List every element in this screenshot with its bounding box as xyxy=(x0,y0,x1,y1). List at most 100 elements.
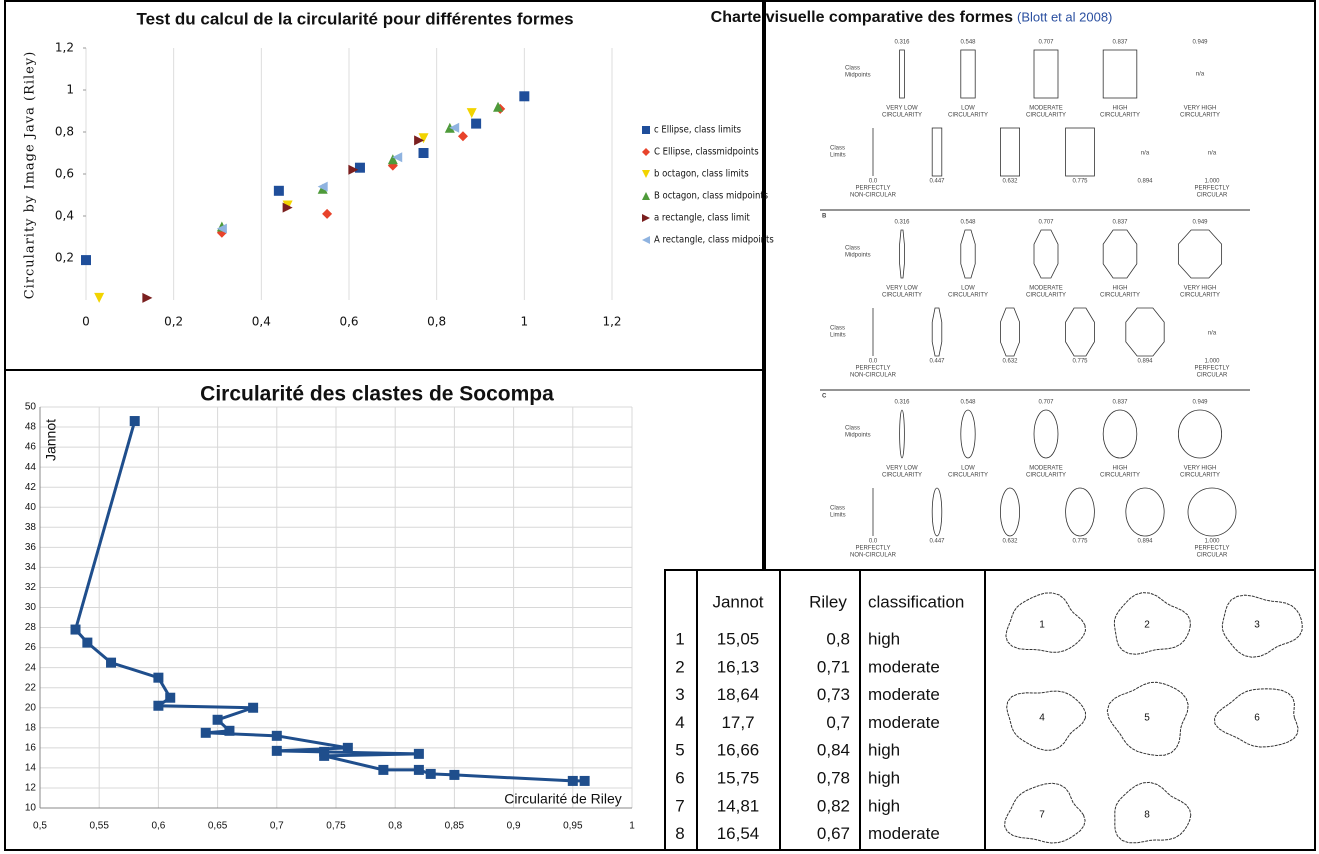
row-label: Class xyxy=(830,326,845,332)
table-cell: 6 xyxy=(675,768,684,787)
y-tick-label: 28 xyxy=(25,622,37,633)
table-cell: 16,54 xyxy=(717,824,760,843)
clast-outline xyxy=(1114,781,1192,844)
class-label: LOW xyxy=(961,106,975,112)
shape xyxy=(1000,127,1020,177)
y-tick-label: 18 xyxy=(25,722,37,733)
shape xyxy=(1065,127,1095,177)
marker xyxy=(449,769,460,780)
class-label: VERY LOW xyxy=(886,106,918,112)
table-cell: 0,82 xyxy=(817,796,850,815)
marker xyxy=(282,202,293,213)
marker xyxy=(248,702,259,713)
value-label: 0.949 xyxy=(1192,40,1208,46)
shape xyxy=(1177,229,1223,279)
clast-label: 7 xyxy=(1039,810,1045,821)
marker xyxy=(425,768,436,779)
marker xyxy=(142,292,153,303)
y-tick-label: 44 xyxy=(25,462,37,473)
y-tick-label: 0,2 xyxy=(55,251,74,265)
x-tick-label: 0 xyxy=(82,315,90,329)
table-cell: high xyxy=(868,741,900,760)
value-label: 0.0 xyxy=(869,539,878,545)
na-label: n/a xyxy=(1208,151,1217,157)
value-label: 0.707 xyxy=(1038,400,1054,406)
end-label: NON-CIRCULAR xyxy=(850,193,897,199)
end-label: PERFECTLY xyxy=(1195,186,1230,192)
row-label: Midpoints xyxy=(845,433,871,439)
table-cell: 0,78 xyxy=(817,768,850,787)
table-cell: 2 xyxy=(675,657,684,676)
y-tick-label: 50 xyxy=(25,402,37,413)
marker xyxy=(200,727,211,738)
shape xyxy=(960,49,976,99)
shape xyxy=(899,49,905,99)
class-label: HIGH xyxy=(1113,286,1128,292)
marker xyxy=(82,637,93,648)
x-tick-label: 1 xyxy=(521,315,529,329)
class-label: CIRCULARITY xyxy=(948,113,988,119)
y-tick-label: 16 xyxy=(25,742,37,753)
panel-letter: C xyxy=(822,394,827,400)
chart-title: Test du calcul de la circularité pour di… xyxy=(136,9,573,28)
legend-label: A rectangle, class midpoints xyxy=(654,234,774,246)
panel-border xyxy=(664,569,1316,851)
shape xyxy=(960,229,976,279)
marker xyxy=(579,775,590,786)
table-cell: high xyxy=(868,629,900,648)
y-tick-label: 46 xyxy=(25,442,37,453)
shape xyxy=(1033,409,1059,459)
class-label: CIRCULARITY xyxy=(1026,113,1066,119)
y-tick-label: 20 xyxy=(25,702,37,713)
class-label: CIRCULARITY xyxy=(882,113,922,119)
marker xyxy=(165,692,176,703)
end-label: PERFECTLY xyxy=(1195,366,1230,372)
marker xyxy=(392,152,403,163)
marker xyxy=(153,700,164,711)
class-label: MODERATE xyxy=(1029,286,1063,292)
x-tick-label: 0,4 xyxy=(252,315,271,329)
y-tick-label: 36 xyxy=(25,542,37,553)
y-tick-label: 10 xyxy=(25,803,37,814)
shape xyxy=(899,229,905,279)
column-header: Jannot xyxy=(712,592,763,611)
value-label: 0.837 xyxy=(1112,400,1128,406)
table-cell: 15,75 xyxy=(717,768,760,787)
class-label: VERY LOW xyxy=(886,466,918,472)
value-label: 0.894 xyxy=(1137,359,1153,365)
value-label: 0.632 xyxy=(1002,359,1018,365)
shape xyxy=(1177,409,1223,459)
value-label: 0.316 xyxy=(894,220,910,226)
value-label: 0.707 xyxy=(1038,40,1054,46)
marker xyxy=(471,118,482,129)
table-cell: 1 xyxy=(675,629,684,648)
class-label: VERY HIGH xyxy=(1184,106,1217,112)
table-cell: 0,73 xyxy=(817,685,850,704)
table-cell: 4 xyxy=(675,713,684,732)
clast-label: 2 xyxy=(1144,620,1150,631)
value-label: 0.0 xyxy=(869,179,878,185)
x-tick-label: 0,6 xyxy=(339,315,358,329)
clast-outline xyxy=(1213,688,1299,748)
shape xyxy=(931,127,943,177)
marker xyxy=(418,148,429,158)
legend-label: b octagon, class limits xyxy=(654,168,749,180)
na-label: n/a xyxy=(1196,72,1205,78)
panel-letter: B xyxy=(822,214,827,220)
class-label: VERY HIGH xyxy=(1184,466,1217,472)
class-label: CIRCULARITY xyxy=(1100,473,1140,479)
table-cell: moderate xyxy=(868,657,940,676)
marker xyxy=(81,255,91,266)
row-label: Limits xyxy=(830,333,846,339)
marker xyxy=(216,223,227,234)
x-tick-label: 0,8 xyxy=(427,315,446,329)
marker xyxy=(354,162,365,173)
y-tick-label: 38 xyxy=(25,522,37,533)
marker xyxy=(466,108,477,119)
shape xyxy=(931,307,943,357)
clast-outline xyxy=(1106,681,1189,757)
y-tick-label: 30 xyxy=(25,602,37,613)
end-label: PERFECTLY xyxy=(1195,546,1230,552)
shape xyxy=(1000,487,1020,537)
table-cell: 0,71 xyxy=(817,657,850,676)
